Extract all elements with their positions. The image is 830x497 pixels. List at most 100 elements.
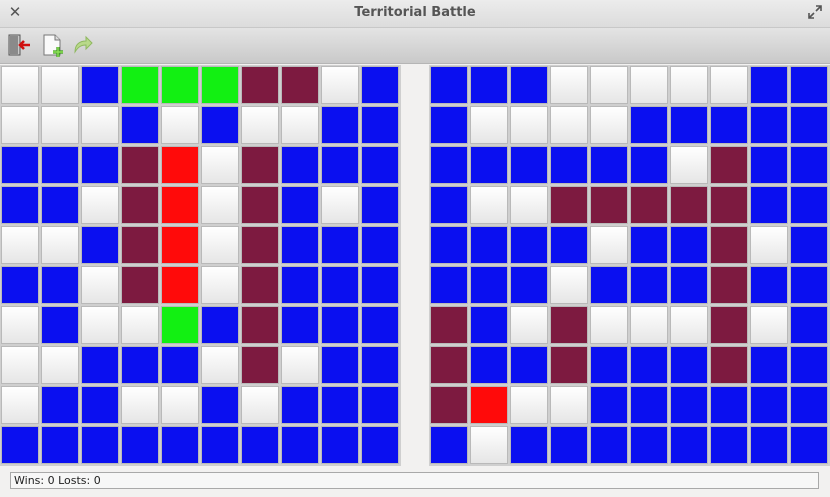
board-cell[interactable] <box>281 426 319 464</box>
board-cell[interactable] <box>470 226 508 264</box>
board-cell[interactable] <box>41 186 79 224</box>
board-cell[interactable] <box>590 266 628 304</box>
board-cell[interactable] <box>790 106 828 144</box>
board-cell[interactable] <box>550 106 588 144</box>
board-cell[interactable] <box>710 66 748 104</box>
board-cell[interactable] <box>81 226 119 264</box>
board-cell[interactable] <box>750 266 788 304</box>
board-cell[interactable] <box>121 146 159 184</box>
board-cell[interactable] <box>81 266 119 304</box>
board-cell[interactable] <box>321 306 359 344</box>
board-cell[interactable] <box>1 306 39 344</box>
board-cell[interactable] <box>361 426 399 464</box>
board-cell[interactable] <box>201 146 239 184</box>
board-cell[interactable] <box>470 266 508 304</box>
board-cell[interactable] <box>750 66 788 104</box>
board-cell[interactable] <box>241 226 279 264</box>
board-cell[interactable] <box>470 426 508 464</box>
board-cell[interactable] <box>161 66 199 104</box>
board-cell[interactable] <box>241 106 279 144</box>
board-cell[interactable] <box>630 386 668 424</box>
new-document-icon[interactable] <box>40 32 66 58</box>
board-cell[interactable] <box>550 426 588 464</box>
board-cell[interactable] <box>121 266 159 304</box>
board-cell[interactable] <box>710 306 748 344</box>
board-cell[interactable] <box>430 386 468 424</box>
board-cell[interactable] <box>1 66 39 104</box>
board-cell[interactable] <box>41 226 79 264</box>
board-cell[interactable] <box>790 266 828 304</box>
board-cell[interactable] <box>470 386 508 424</box>
board-cell[interactable] <box>41 346 79 384</box>
board-cell[interactable] <box>361 146 399 184</box>
board-cell[interactable] <box>790 386 828 424</box>
board-cell[interactable] <box>241 146 279 184</box>
board-cell[interactable] <box>121 386 159 424</box>
board-cell[interactable] <box>790 346 828 384</box>
board-cell[interactable] <box>670 146 708 184</box>
board-cell[interactable] <box>750 346 788 384</box>
board-cell[interactable] <box>81 186 119 224</box>
board-cell[interactable] <box>510 186 548 224</box>
board-cell[interactable] <box>81 306 119 344</box>
board-cell[interactable] <box>281 306 319 344</box>
board-cell[interactable] <box>750 186 788 224</box>
board-cell[interactable] <box>361 66 399 104</box>
board-cell[interactable] <box>41 66 79 104</box>
board-cell[interactable] <box>121 66 159 104</box>
board-cell[interactable] <box>750 386 788 424</box>
board-cell[interactable] <box>321 146 359 184</box>
board-cell[interactable] <box>241 426 279 464</box>
board-cell[interactable] <box>590 66 628 104</box>
board-cell[interactable] <box>430 306 468 344</box>
board-cell[interactable] <box>510 266 548 304</box>
board-cell[interactable] <box>201 106 239 144</box>
board-cell[interactable] <box>1 146 39 184</box>
board-cell[interactable] <box>590 386 628 424</box>
board-cell[interactable] <box>281 186 319 224</box>
board-cell[interactable] <box>321 266 359 304</box>
board-cell[interactable] <box>161 106 199 144</box>
board-cell[interactable] <box>161 146 199 184</box>
board-cell[interactable] <box>550 226 588 264</box>
board-cell[interactable] <box>670 346 708 384</box>
board-cell[interactable] <box>670 186 708 224</box>
board-cell[interactable] <box>710 266 748 304</box>
board-cell[interactable] <box>590 186 628 224</box>
board-cell[interactable] <box>241 186 279 224</box>
board-cell[interactable] <box>670 306 708 344</box>
board-cell[interactable] <box>201 266 239 304</box>
board-cell[interactable] <box>670 426 708 464</box>
board-cell[interactable] <box>361 186 399 224</box>
board-cell[interactable] <box>550 266 588 304</box>
board-cell[interactable] <box>790 186 828 224</box>
board-cell[interactable] <box>470 106 508 144</box>
board-cell[interactable] <box>321 346 359 384</box>
board-cell[interactable] <box>630 426 668 464</box>
board-cell[interactable] <box>790 146 828 184</box>
board-cell[interactable] <box>550 146 588 184</box>
board-cell[interactable] <box>430 186 468 224</box>
board-cell[interactable] <box>321 66 359 104</box>
board-cell[interactable] <box>281 106 319 144</box>
board-cell[interactable] <box>81 106 119 144</box>
board-cell[interactable] <box>241 346 279 384</box>
board-cell[interactable] <box>121 346 159 384</box>
board-cell[interactable] <box>201 186 239 224</box>
board-cell[interactable] <box>281 346 319 384</box>
board-cell[interactable] <box>321 106 359 144</box>
board-cell[interactable] <box>790 66 828 104</box>
board-cell[interactable] <box>670 386 708 424</box>
board-cell[interactable] <box>510 306 548 344</box>
board-cell[interactable] <box>81 426 119 464</box>
exit-door-icon[interactable] <box>6 32 32 58</box>
board-cell[interactable] <box>361 266 399 304</box>
board-cell[interactable] <box>630 146 668 184</box>
board-cell[interactable] <box>750 146 788 184</box>
board-cell[interactable] <box>321 226 359 264</box>
board-cell[interactable] <box>710 146 748 184</box>
board-cell[interactable] <box>670 106 708 144</box>
board-cell[interactable] <box>710 346 748 384</box>
board-cell[interactable] <box>630 266 668 304</box>
board-cell[interactable] <box>121 426 159 464</box>
